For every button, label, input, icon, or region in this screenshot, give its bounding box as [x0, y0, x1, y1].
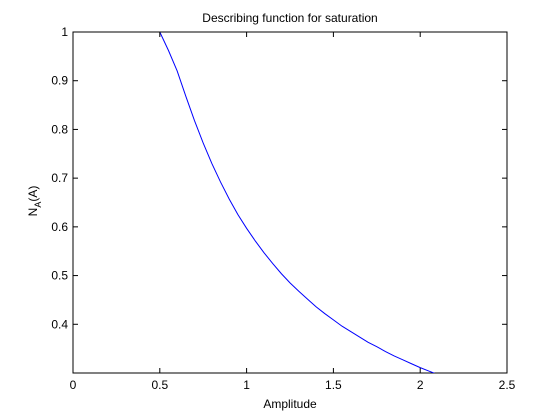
x-axis-label: Amplitude: [263, 397, 317, 411]
x-tick-label: 2.5: [499, 378, 516, 392]
y-tick-label: 0.6: [51, 220, 68, 234]
y-axis-label-suffix: (A): [26, 186, 40, 202]
y-axis-label-subscript: A: [33, 202, 43, 208]
y-tick-label: 0.8: [51, 122, 68, 136]
y-tick-label: 0.5: [51, 269, 68, 283]
y-tick-label: 0.9: [51, 74, 68, 88]
y-axis-label: NA(A): [26, 186, 43, 217]
plot-frame: [72, 31, 508, 374]
x-tick-label: 0.5: [151, 378, 168, 392]
y-tick-label: 0.7: [51, 171, 68, 185]
series-layer: [159, 32, 436, 373]
y-axis-ticks: 0.4 0.5 0.6 0.7 0.8 0.9 1: [51, 25, 507, 331]
x-tick-label: 1: [243, 378, 250, 392]
series-line: [159, 32, 436, 373]
x-tick-label: 2: [417, 378, 424, 392]
x-axis-ticks: 0 0.5 1 1.5 2 2.5: [70, 32, 516, 392]
chart-title: Describing function for saturation: [202, 11, 377, 25]
y-tick-label: 1: [61, 25, 68, 39]
x-tick-label: 1.5: [325, 378, 342, 392]
y-tick-label: 0.4: [51, 317, 68, 331]
y-axis-label-main: N: [26, 208, 40, 217]
x-tick-label: 0: [70, 378, 77, 392]
